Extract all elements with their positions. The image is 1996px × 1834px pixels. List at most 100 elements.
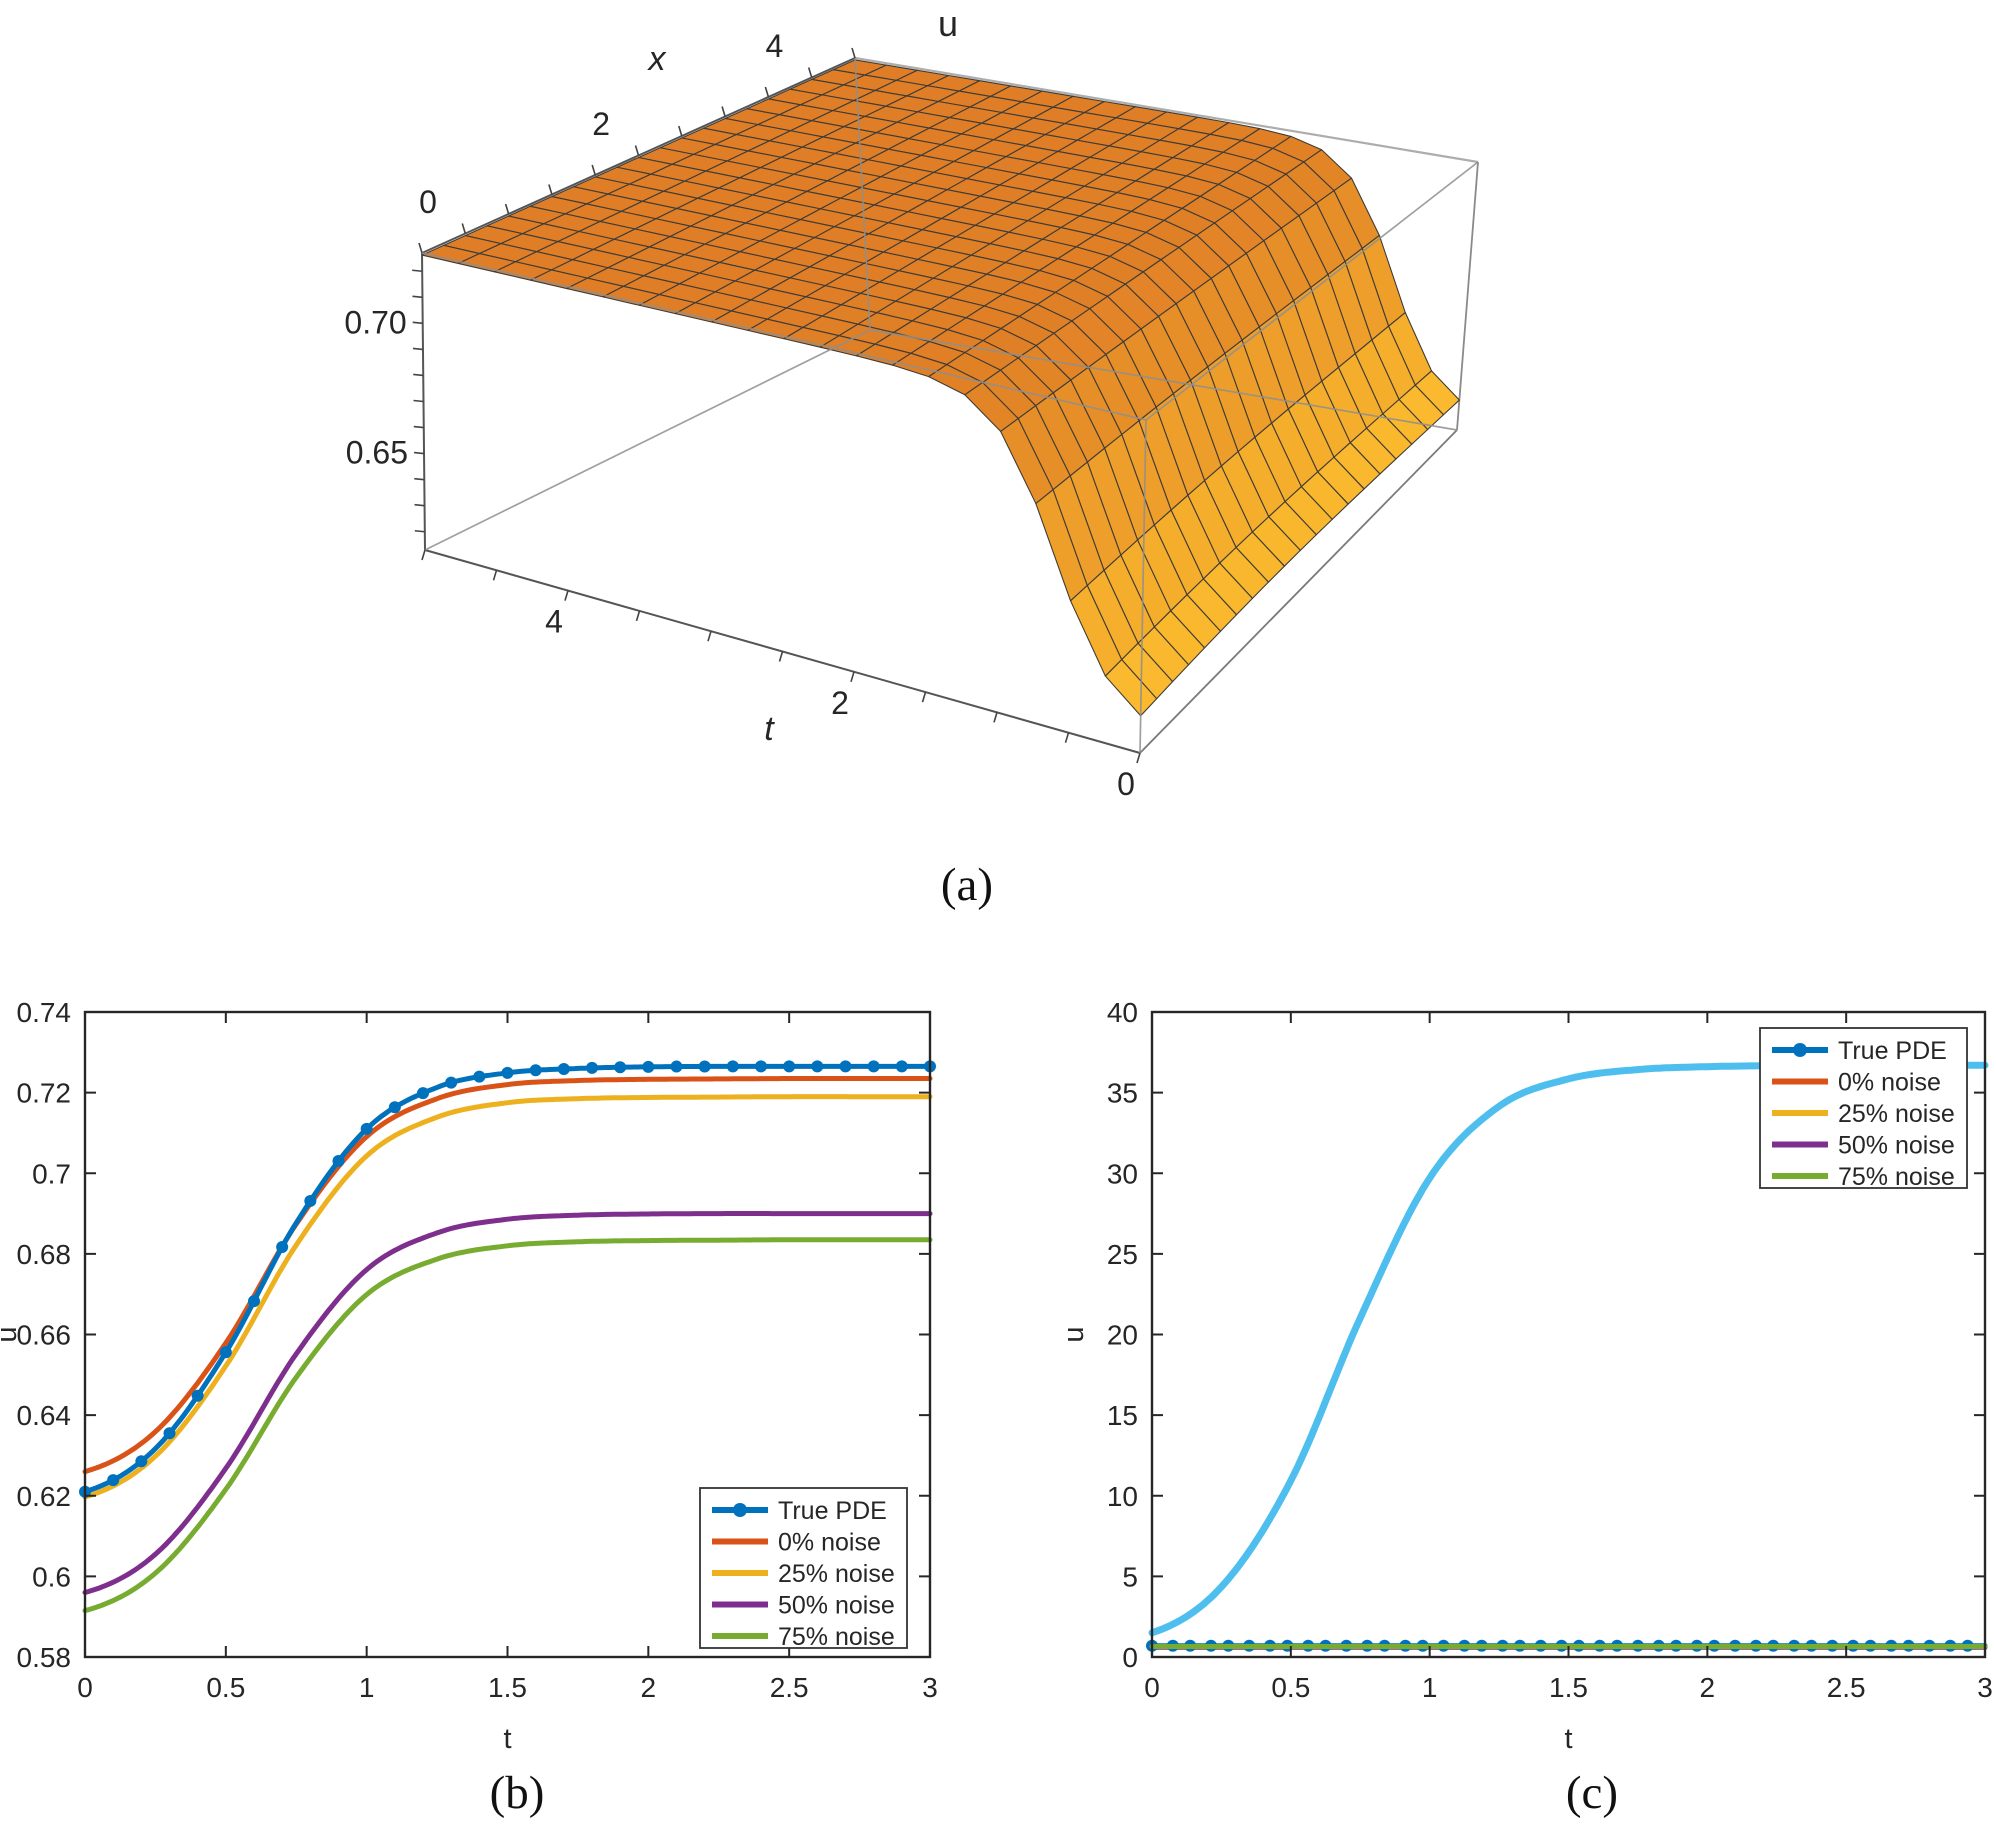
curve-0-noise bbox=[82, 1076, 933, 1475]
x-tick-label: 2.5 bbox=[1827, 1672, 1866, 1703]
y-tick-label: 0.62 bbox=[17, 1481, 72, 1512]
x-tick-label: 2.5 bbox=[770, 1672, 809, 1703]
x-tick-label: 4 bbox=[766, 28, 784, 64]
y-tick-label: 30 bbox=[1107, 1158, 1138, 1189]
legend-entry-label: 75% noise bbox=[1838, 1163, 1955, 1191]
marker-dot bbox=[811, 1060, 824, 1073]
marker-dot bbox=[417, 1087, 429, 1100]
x-tick-label: 3 bbox=[1977, 1672, 1993, 1703]
y-tick-label: 0.6 bbox=[32, 1561, 71, 1592]
y-tick-label: 0.64 bbox=[17, 1400, 72, 1431]
y-tick-label: 35 bbox=[1107, 1078, 1138, 1109]
y-axis-label: u bbox=[1058, 1326, 1090, 1342]
marker-dot bbox=[698, 1060, 711, 1073]
marker-dot bbox=[839, 1060, 852, 1073]
legend-entry-label: 0% noise bbox=[778, 1529, 881, 1557]
y-tick-label: 0.72 bbox=[17, 1078, 72, 1109]
caption-c: (c) bbox=[1565, 1767, 1619, 1819]
curve-75-noise bbox=[82, 1237, 933, 1614]
y-tick-label: 15 bbox=[1107, 1400, 1138, 1431]
x-tick-label: 1.5 bbox=[1549, 1672, 1588, 1703]
x-tick-label: 0 bbox=[77, 1672, 93, 1703]
y-tick-label: 0.7 bbox=[32, 1158, 71, 1189]
legend-entry-label: 25% noise bbox=[1838, 1100, 1955, 1128]
marker-dot bbox=[614, 1061, 627, 1074]
curve-25-noise bbox=[82, 1094, 933, 1500]
axes-frame: 0 0.5 1 1.5 2 2.5 3 0.58 0.6 0.62 0.64 0.66 0.68 0.7 0… bbox=[0, 997, 938, 1755]
y-tick-label: 40 bbox=[1107, 997, 1138, 1028]
x-tick-label: 0.5 bbox=[206, 1672, 245, 1703]
y-tick-label: 0.68 bbox=[17, 1239, 72, 1270]
x-axis-label: t bbox=[1564, 1723, 1572, 1755]
x-axis-label: t bbox=[503, 1723, 511, 1755]
t-tick-label: 2 bbox=[831, 685, 849, 721]
x-tick-label: 2 bbox=[641, 1672, 657, 1703]
y-tick-label: 0 bbox=[1122, 1642, 1138, 1673]
x-tick-label: 0 bbox=[419, 184, 437, 220]
x-tick-label: 1.5 bbox=[488, 1672, 527, 1703]
axis-ticks bbox=[412, 47, 1141, 764]
marker-dot bbox=[332, 1155, 345, 1168]
legend-entry-label: 25% noise bbox=[778, 1560, 895, 1588]
surface-plot-a: 0 2 4 0.70 0.65 4 2 0 x t u bbox=[344, 3, 1479, 802]
marker-dot bbox=[304, 1194, 317, 1207]
x-tick-label: 1 bbox=[1422, 1672, 1438, 1703]
legend-entry-label: True PDE bbox=[778, 1497, 887, 1525]
legend-entry-label: 75% noise bbox=[778, 1623, 895, 1651]
marker-dot bbox=[219, 1346, 232, 1359]
marker-dot bbox=[191, 1389, 204, 1402]
x-axis-label: x bbox=[647, 40, 667, 78]
marker-dot bbox=[529, 1064, 542, 1077]
series-curves bbox=[79, 1060, 936, 1614]
y-tick-label: 5 bbox=[1122, 1561, 1138, 1592]
marker-dot bbox=[557, 1062, 570, 1075]
caption-b: (b) bbox=[489, 1767, 545, 1819]
u-axis-label: u bbox=[938, 3, 958, 44]
marker-dot bbox=[248, 1295, 260, 1308]
marker-dot bbox=[867, 1060, 880, 1073]
y-tick-label: 10 bbox=[1107, 1481, 1138, 1512]
marker-dot bbox=[670, 1060, 683, 1073]
marker-dot bbox=[895, 1060, 908, 1073]
x-tick-label: 3 bbox=[922, 1672, 938, 1703]
u-tick-label: 0.65 bbox=[346, 435, 408, 471]
legend: True PDE 0% noise 25% noise 50% noise 75% no… bbox=[699, 1487, 908, 1651]
marker-dot bbox=[360, 1122, 373, 1135]
surface-mesh bbox=[421, 59, 1460, 717]
legend-marker-sample bbox=[733, 1503, 747, 1517]
x-tick-label: 0.5 bbox=[1271, 1672, 1310, 1703]
x-tick-label: 0 bbox=[1144, 1672, 1160, 1703]
marker-dot bbox=[276, 1240, 289, 1253]
legend-entry-label: 50% noise bbox=[778, 1592, 895, 1620]
marker-dot bbox=[163, 1427, 176, 1440]
y-tick-label: 25 bbox=[1107, 1239, 1138, 1270]
marker-dot bbox=[755, 1060, 767, 1073]
y-tick-label: 0.66 bbox=[17, 1320, 72, 1351]
legend-entry-label: 0% noise bbox=[1838, 1069, 1941, 1097]
marker-dot bbox=[445, 1076, 458, 1089]
t-tick-label: 0 bbox=[1117, 766, 1135, 802]
legend: True PDE 0% noise 25% noise 50% noise 75% no… bbox=[1759, 1027, 1968, 1191]
axis-labels: 0 2 4 0.70 0.65 4 2 0 x t u bbox=[344, 3, 1134, 802]
marker-dot bbox=[107, 1474, 120, 1487]
caption-a: (a) bbox=[940, 859, 994, 911]
marker-dot bbox=[135, 1455, 148, 1468]
curve-50-noise bbox=[82, 1211, 933, 1595]
marker-dot bbox=[726, 1060, 739, 1073]
legend-marker-sample bbox=[1793, 1043, 1807, 1057]
x-tick-label: 1 bbox=[359, 1672, 375, 1703]
legend-entry-label: 50% noise bbox=[1838, 1132, 1955, 1160]
marker-dot bbox=[783, 1060, 796, 1073]
marker-dot bbox=[586, 1061, 598, 1074]
y-tick-label: 0.74 bbox=[17, 997, 72, 1028]
t-tick-label: 4 bbox=[545, 604, 563, 640]
legend-entry-label: True PDE bbox=[1838, 1037, 1947, 1065]
marker-dot bbox=[501, 1066, 514, 1079]
x-tick-label: 2 bbox=[1700, 1672, 1716, 1703]
axes-box-hidden-edges bbox=[421, 57, 1479, 754]
x-tick-label: 2 bbox=[592, 106, 610, 142]
u-tick-label: 0.70 bbox=[344, 304, 406, 340]
